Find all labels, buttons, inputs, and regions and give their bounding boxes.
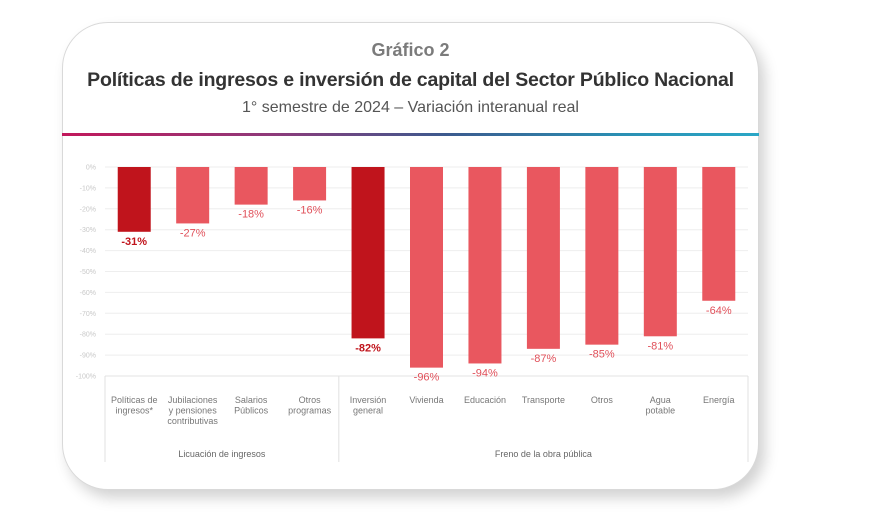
y-tick-label: -60% <box>80 290 96 297</box>
data-label: -82% <box>355 342 381 354</box>
data-label: -96% <box>414 372 440 384</box>
category-label-line: ingresos* <box>115 406 153 416</box>
category-label: Jubilaciones y pensiones contributivas <box>167 395 218 426</box>
category-label: Transporte <box>522 395 565 405</box>
category-label-line: Inversión <box>350 395 387 405</box>
y-tick-label: -90% <box>80 353 96 360</box>
bar <box>410 167 443 368</box>
data-label: -18% <box>238 209 264 221</box>
data-label: -85% <box>589 349 615 361</box>
bars <box>117 167 736 368</box>
group-labels: Licuación de ingresos Freno de la obra pú… <box>178 449 592 459</box>
y-tick-label: -40% <box>80 248 96 255</box>
y-axis-ticks: 0% -10% -20% -30% -40% -50% -60% -70% -80% -90% -1… <box>76 165 96 381</box>
chart-title: Políticas de ingresos e inversión de cap… <box>87 69 734 91</box>
bar <box>176 167 210 224</box>
y-tick-label: -70% <box>80 311 96 318</box>
bar <box>468 167 502 364</box>
data-label: -87% <box>531 353 557 365</box>
y-tick-label: -100% <box>76 374 96 381</box>
data-label: -16% <box>297 204 323 216</box>
y-tick-label: -50% <box>80 269 96 276</box>
category-label-line: Energía <box>703 395 735 405</box>
category-label-line: Agua <box>650 395 671 405</box>
bar <box>117 167 151 232</box>
chart-number: Gráfico 2 <box>371 40 450 60</box>
category-label: Energía <box>703 395 735 405</box>
value-labels: -31% -27% -18% -16% -82% -96% -94% -87% -85% -81%… <box>121 204 731 383</box>
group-label: Freno de la obra pública <box>495 449 592 459</box>
bar <box>643 167 677 337</box>
bar <box>702 167 736 301</box>
category-label-line: Vivienda <box>409 395 443 405</box>
bar <box>234 167 268 205</box>
category-label-line: Públicos <box>234 406 269 416</box>
data-label: -64% <box>706 305 732 317</box>
bar <box>526 167 560 349</box>
category-label: Salarios Públicos <box>234 395 269 416</box>
category-label-line: potable <box>646 406 676 416</box>
category-label-line: Políticas de <box>111 395 158 405</box>
bar <box>293 167 327 201</box>
data-label: -31% <box>121 236 147 248</box>
group-label: Licuación de ingresos <box>178 449 266 459</box>
data-label: -81% <box>647 340 673 352</box>
category-label: Otros programas <box>288 395 332 416</box>
category-label-line: Jubilaciones <box>168 395 218 405</box>
y-tick-label: -20% <box>80 206 96 213</box>
bar <box>351 167 385 339</box>
category-label: Otros <box>591 395 614 405</box>
category-label-line: Otros <box>591 395 614 405</box>
category-labels: Políticas de ingresos* Jubilaciones y pensi… <box>111 395 735 426</box>
category-label-line: y pensiones <box>169 406 218 416</box>
gradient-divider <box>62 133 759 136</box>
category-label: Inversión general <box>350 395 387 416</box>
y-tick-label: -30% <box>80 227 96 234</box>
category-label-line: Educación <box>464 395 506 405</box>
category-label-line: contributivas <box>167 416 218 426</box>
category-label: Políticas de ingresos* <box>111 395 158 416</box>
category-label-line: Otros <box>299 395 322 405</box>
category-label-line: Transporte <box>522 395 565 405</box>
y-tick-label: 0% <box>86 165 96 172</box>
category-label: Educación <box>464 395 506 405</box>
chart-subtitle: 1° semestre de 2024 – Variación interanu… <box>242 99 579 116</box>
data-label: -27% <box>180 227 206 239</box>
category-label: Vivienda <box>409 395 443 405</box>
category-label: Agua potable <box>646 395 676 416</box>
y-tick-label: -10% <box>80 185 96 192</box>
category-label-line: general <box>353 406 383 416</box>
y-tick-label: -80% <box>80 332 96 339</box>
category-label-line: programas <box>288 406 332 416</box>
data-label: -94% <box>472 367 498 379</box>
category-label-line: Salarios <box>235 395 268 405</box>
bar <box>585 167 619 345</box>
